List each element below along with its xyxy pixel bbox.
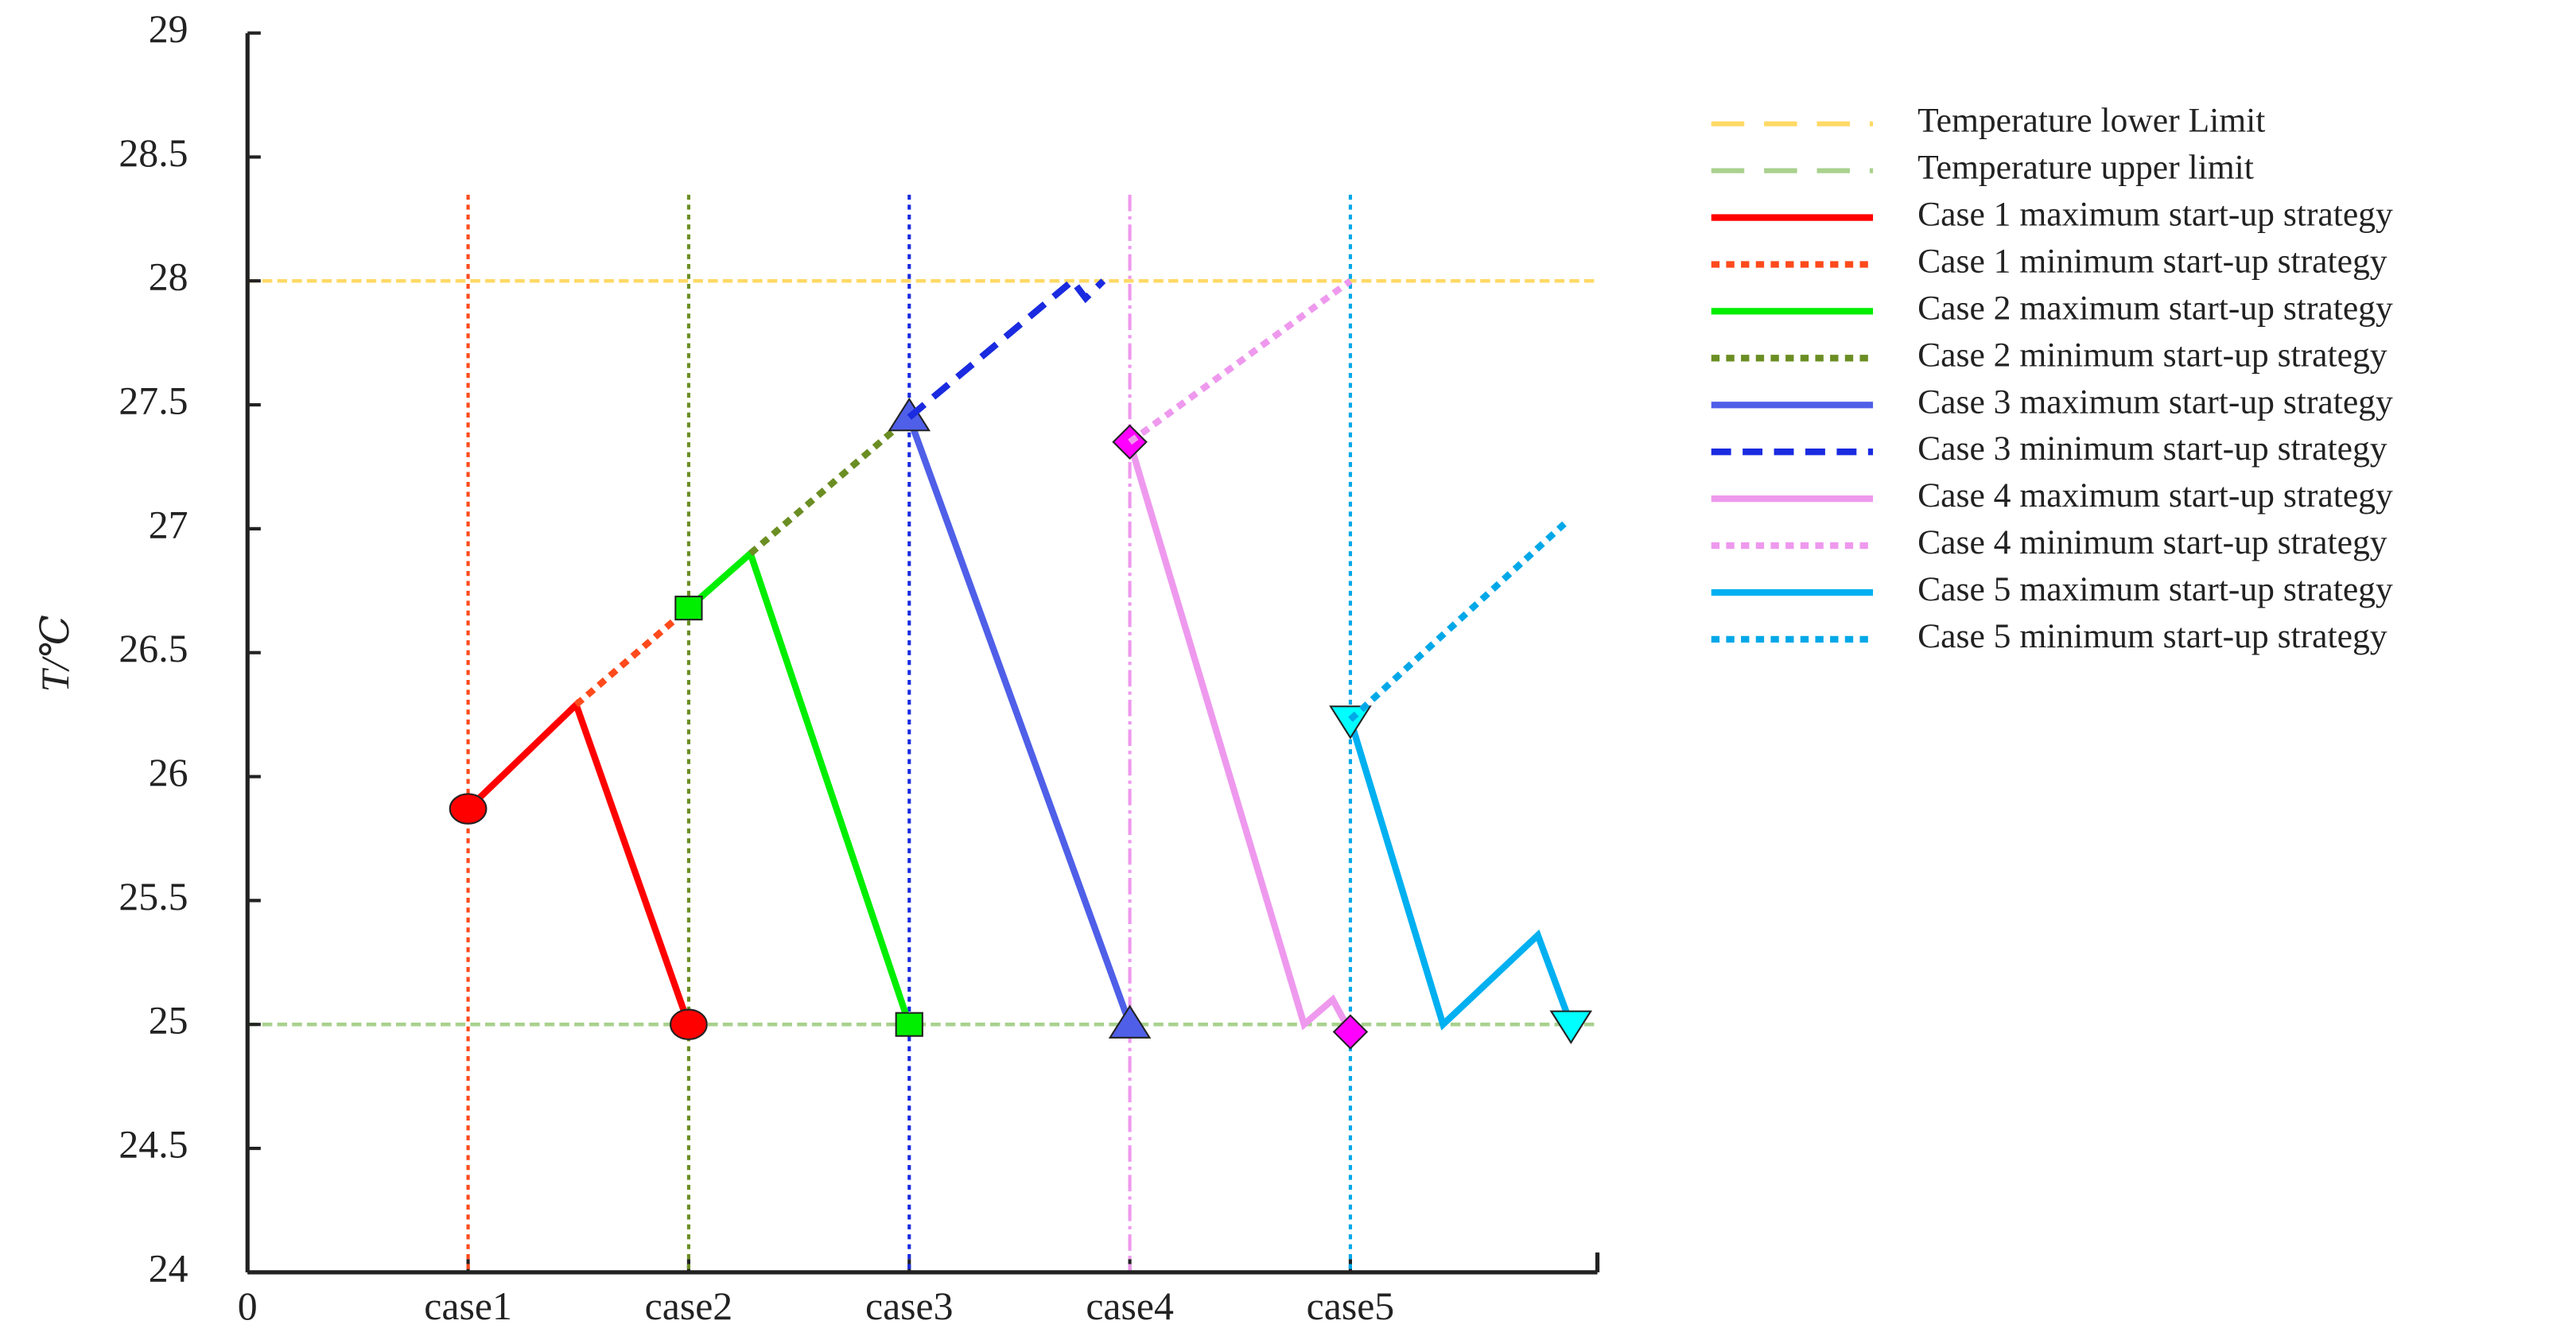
legend-label: Case 4 minimum start-up strategy (1917, 523, 2388, 561)
series-line (1128, 278, 1353, 445)
marker (1549, 1010, 1593, 1044)
series-line (748, 414, 911, 557)
legend-label: Case 3 minimum start-up strategy (1917, 429, 2388, 468)
legend-label: Case 2 maximum start-up strategy (1917, 289, 2393, 327)
y-tick-label: 25 (149, 999, 188, 1043)
series-line (1346, 718, 1575, 1031)
y-tick-label: 27.5 (119, 379, 188, 422)
x-tick-label: case3 (865, 1284, 954, 1328)
legend-label: Case 5 minimum start-up strategy (1917, 617, 2388, 655)
y-tick-label: 27 (149, 503, 188, 546)
x-tick-label: case1 (424, 1284, 512, 1328)
y-tick-label: 28 (149, 255, 188, 299)
marker (895, 1012, 923, 1037)
legend-label: Temperature lower Limit (1917, 102, 2265, 140)
legend-label: Case 1 minimum start-up strategy (1917, 242, 2388, 280)
marker (1332, 1014, 1369, 1050)
y-tick-label: 24 (149, 1246, 188, 1290)
legend-label: Case 2 minimum start-up strategy (1917, 336, 2388, 374)
x-tick-label: case4 (1086, 1284, 1174, 1328)
marker (674, 596, 703, 621)
series-line (1348, 521, 1567, 722)
marker (449, 793, 488, 825)
x-tick-label: 0 (238, 1284, 258, 1328)
series-line (573, 605, 691, 708)
y-tick-label: 28.5 (119, 131, 188, 175)
legend-label: Case 5 maximum start-up strategy (1917, 570, 2393, 608)
y-tick-label: 26 (149, 751, 188, 794)
x-tick-label: case2 (645, 1284, 733, 1328)
series-line (1126, 441, 1354, 1034)
y-tick-label: 26.5 (119, 627, 188, 670)
legend-label: Temperature upper limit (1917, 149, 2254, 187)
marker (1329, 705, 1372, 740)
series-line (465, 698, 692, 1026)
y-axis-label: T/℃ (33, 615, 77, 692)
series-line (686, 547, 913, 1026)
series-line (907, 276, 1106, 420)
legend-label: Case 4 maximum start-up strategy (1917, 476, 2393, 515)
y-tick-label: 24.5 (119, 1122, 188, 1166)
series-line (906, 416, 1133, 1026)
y-tick-label: 29 (149, 7, 188, 51)
x-tick-label: case5 (1307, 1284, 1395, 1328)
legend-label: Case 3 maximum start-up strategy (1917, 383, 2393, 421)
legend-label: Case 1 maximum start-up strategy (1917, 196, 2393, 234)
y-tick-label: 25.5 (119, 875, 188, 919)
marker (670, 1008, 708, 1040)
marker (1108, 1004, 1152, 1039)
